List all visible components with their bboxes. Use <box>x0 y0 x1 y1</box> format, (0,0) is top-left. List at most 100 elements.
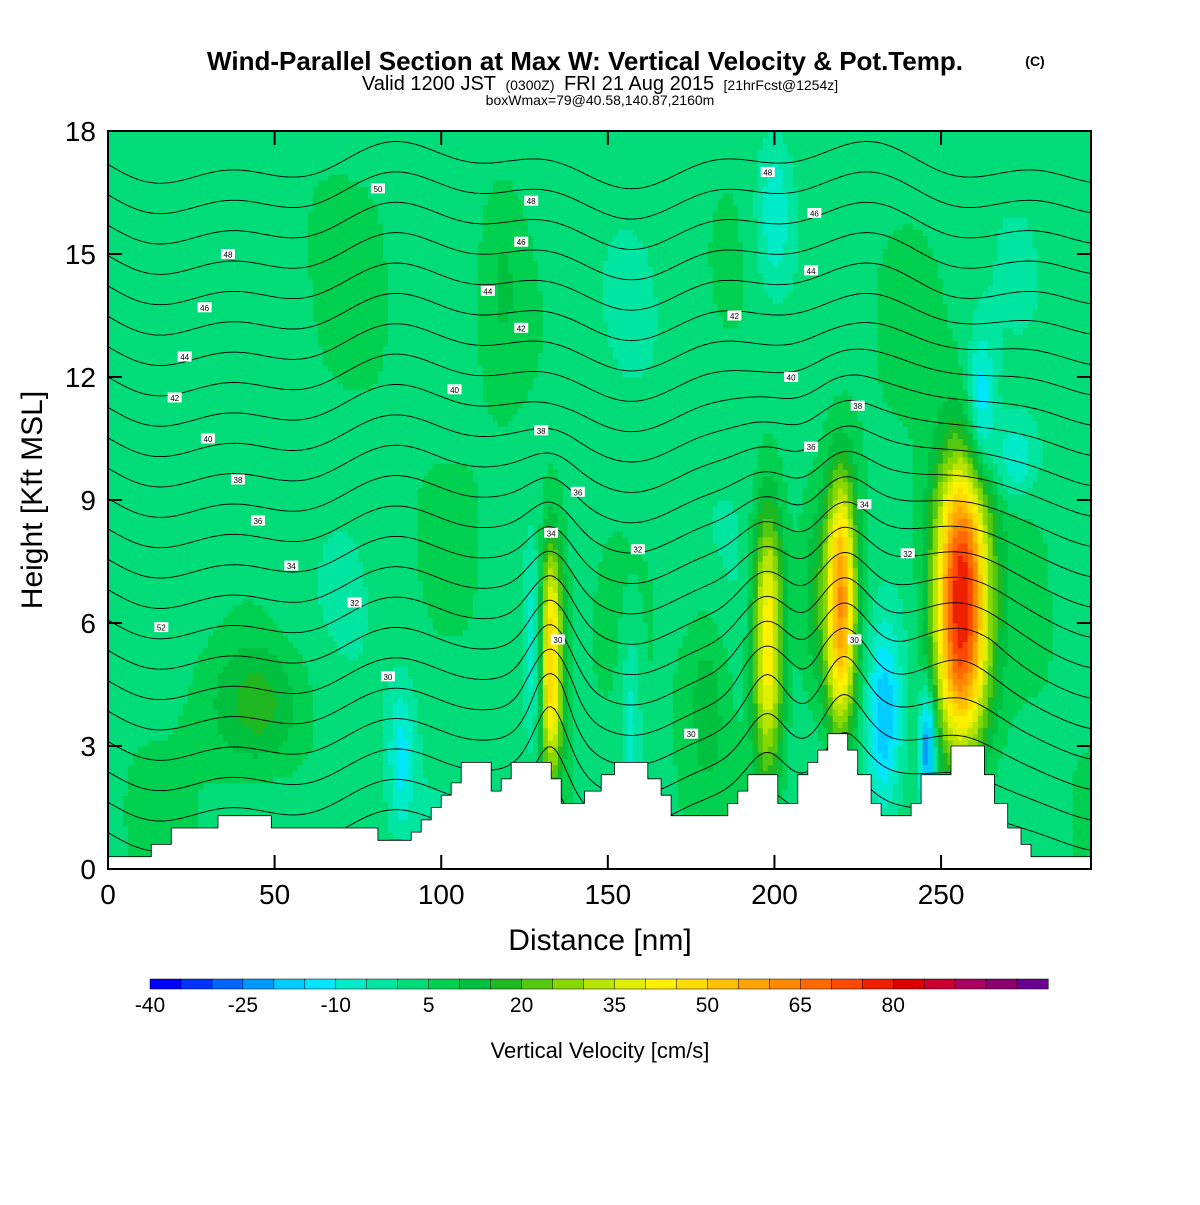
field-cell <box>133 217 139 224</box>
field-cell <box>218 672 224 679</box>
field-cell <box>273 463 279 470</box>
field-cell <box>288 672 294 679</box>
field-cell <box>153 248 159 255</box>
field-cell <box>213 303 219 310</box>
field-cell <box>228 666 234 673</box>
field-cell <box>243 180 249 187</box>
field-cell <box>218 383 224 390</box>
field-cell <box>288 426 294 433</box>
field-cell <box>298 543 304 550</box>
field-cell <box>218 758 224 765</box>
field-cell <box>313 500 319 507</box>
field-cell <box>273 746 279 753</box>
field-cell <box>158 352 164 359</box>
field-cell <box>138 322 144 329</box>
field-cell <box>128 137 134 144</box>
field-cell <box>213 254 219 261</box>
field-cell <box>273 672 279 679</box>
field-cell <box>198 789 204 796</box>
field-cell <box>228 795 234 802</box>
field-cell <box>283 512 289 519</box>
field-cell <box>298 666 304 673</box>
field-cell <box>308 703 314 710</box>
field-cell <box>238 641 244 648</box>
field-cell <box>308 279 314 286</box>
field-cell <box>278 395 284 402</box>
field-cell <box>168 340 174 347</box>
field-cell <box>313 721 319 728</box>
field-cell <box>118 629 124 636</box>
field-cell <box>148 721 154 728</box>
field-cell <box>198 180 204 187</box>
field-cell <box>173 445 179 452</box>
field-cell <box>278 592 284 599</box>
field-cell <box>158 340 164 347</box>
field-cell <box>168 186 174 193</box>
field-cell <box>213 334 219 341</box>
field-cell <box>223 272 229 279</box>
field-cell <box>148 703 154 710</box>
field-cell <box>278 586 284 593</box>
field-cell <box>223 137 229 144</box>
field-cell <box>133 193 139 200</box>
field-cell <box>308 402 314 409</box>
field-cell <box>213 395 219 402</box>
field-cell <box>178 592 184 599</box>
field-cell <box>173 734 179 741</box>
field-cell <box>253 678 259 685</box>
field-cell <box>283 795 289 802</box>
field-cell <box>298 703 304 710</box>
field-cell <box>118 826 124 833</box>
field-cell <box>123 402 129 409</box>
field-cell <box>198 254 204 261</box>
field-cell <box>123 851 129 858</box>
field-cell <box>163 525 169 532</box>
field-cell <box>278 334 284 341</box>
field-cell <box>163 814 169 821</box>
field-cell <box>188 728 194 735</box>
field-cell <box>193 488 199 495</box>
field-cell <box>203 752 209 759</box>
field-cell <box>198 389 204 396</box>
field-cell <box>263 272 269 279</box>
field-cell <box>308 395 314 402</box>
field-cell <box>133 143 139 150</box>
field-cell <box>118 389 124 396</box>
field-cell <box>293 420 299 427</box>
field-cell <box>273 451 279 458</box>
field-cell <box>243 512 249 519</box>
field-cell <box>188 186 194 193</box>
field-cell <box>278 482 284 489</box>
field-cell <box>248 672 254 679</box>
field-cell <box>293 303 299 310</box>
field-cell <box>148 149 154 156</box>
field-cell <box>168 439 174 446</box>
field-cell <box>238 685 244 692</box>
field-cell <box>113 303 119 310</box>
field-cell <box>203 555 209 562</box>
field-cell <box>198 168 204 175</box>
field-cell <box>233 328 239 335</box>
field-cell <box>278 322 284 329</box>
field-cell <box>238 223 244 230</box>
field-cell <box>233 629 239 636</box>
field-cell <box>183 795 189 802</box>
field-cell <box>118 574 124 581</box>
field-cell <box>133 426 139 433</box>
field-cell <box>213 131 219 138</box>
field-cell <box>168 672 174 679</box>
field-cell <box>168 771 174 778</box>
field-cell <box>308 512 314 519</box>
field-cell <box>308 543 314 550</box>
field-cell <box>138 740 144 747</box>
field-cell <box>193 500 199 507</box>
field-cell <box>153 580 159 587</box>
field-cell <box>193 801 199 808</box>
field-cell <box>133 789 139 796</box>
field-cell <box>288 580 294 587</box>
field-cell <box>128 408 134 415</box>
field-cell <box>193 457 199 464</box>
field-cell <box>198 402 204 409</box>
field-cell <box>253 346 259 353</box>
field-cell <box>123 734 129 741</box>
